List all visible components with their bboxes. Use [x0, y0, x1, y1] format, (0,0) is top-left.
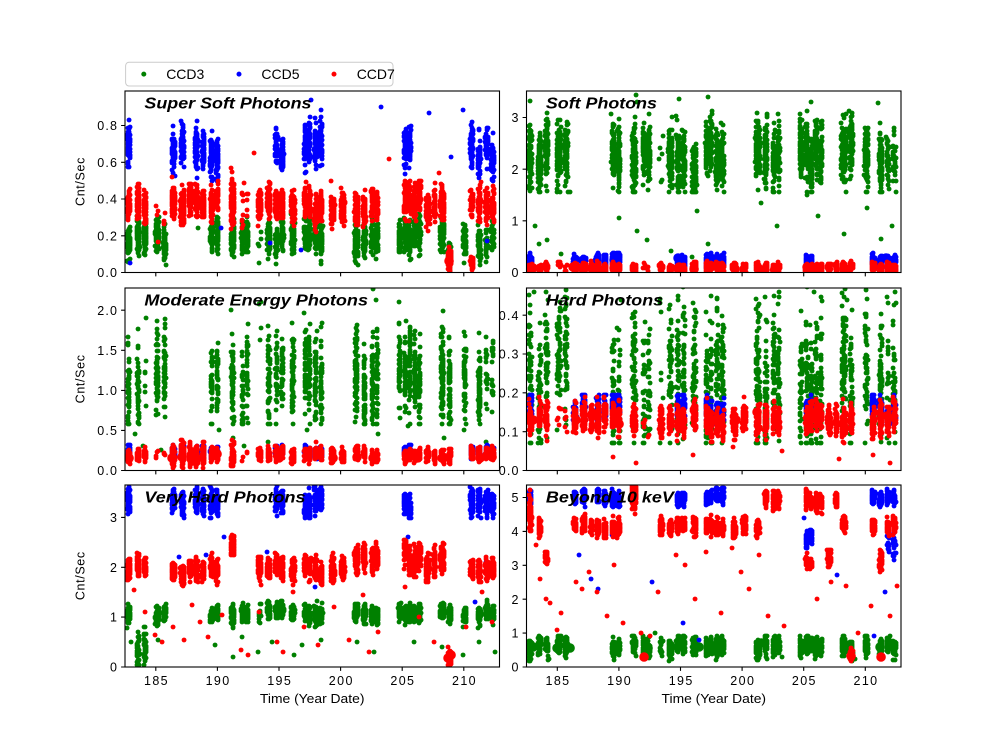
svg-text:Cnt/Sec: Cnt/Sec [74, 158, 88, 206]
svg-text:Time (Year Date): Time (Year Date) [662, 692, 767, 706]
svg-text:3: 3 [512, 559, 519, 573]
svg-text:205: 205 [792, 674, 816, 688]
svg-text:2: 2 [512, 163, 519, 177]
svg-text:4: 4 [512, 525, 519, 539]
svg-text:3: 3 [110, 511, 117, 525]
svg-text:Cnt/Sec: Cnt/Sec [74, 355, 88, 403]
svg-text:0: 0 [512, 661, 519, 675]
svg-text:185: 185 [144, 674, 168, 688]
svg-text:Time (Year Date): Time (Year Date) [260, 692, 365, 706]
svg-text:0.2: 0.2 [499, 386, 519, 400]
svg-text:210: 210 [854, 674, 878, 688]
svg-text:CCD3: CCD3 [166, 66, 204, 82]
svg-text:1.0: 1.0 [97, 384, 117, 398]
svg-text:3: 3 [512, 111, 519, 125]
svg-text:195: 195 [267, 674, 291, 688]
svg-text:200: 200 [730, 674, 754, 688]
svg-text:190: 190 [206, 674, 230, 688]
svg-text:0.4: 0.4 [97, 193, 117, 207]
svg-text:195: 195 [669, 674, 693, 688]
svg-text:1.5: 1.5 [97, 344, 117, 358]
svg-text:0.3: 0.3 [499, 348, 519, 362]
svg-text:0.5: 0.5 [97, 424, 117, 438]
svg-text:0: 0 [110, 661, 117, 675]
svg-text:205: 205 [390, 674, 414, 688]
svg-text:185: 185 [546, 674, 570, 688]
svg-text:Super Soft Photons: Super Soft Photons [144, 95, 311, 112]
svg-text:210: 210 [452, 674, 476, 688]
svg-text:0.8: 0.8 [97, 119, 117, 133]
svg-text:CCD7: CCD7 [357, 66, 395, 82]
svg-text:0.0: 0.0 [499, 464, 519, 478]
svg-text:0.4: 0.4 [499, 309, 519, 323]
svg-text:Cnt/Sec: Cnt/Sec [74, 552, 88, 600]
svg-text:CCD5: CCD5 [261, 66, 299, 82]
svg-text:Moderate Energy Photons: Moderate Energy Photons [144, 292, 368, 309]
svg-text:Beyond 10 keV: Beyond 10 keV [546, 489, 676, 506]
svg-text:200: 200 [329, 674, 353, 688]
svg-text:0.2: 0.2 [97, 229, 117, 243]
svg-text:190: 190 [607, 674, 631, 688]
svg-text:0.1: 0.1 [499, 425, 519, 439]
svg-text:5: 5 [512, 491, 519, 505]
svg-text:1: 1 [512, 627, 519, 641]
svg-text:2: 2 [512, 593, 519, 607]
svg-text:Hard Photons: Hard Photons [546, 292, 663, 309]
svg-text:1: 1 [512, 214, 519, 228]
svg-text:0.0: 0.0 [97, 464, 117, 478]
svg-text:2.0: 2.0 [97, 304, 117, 318]
svg-text:1: 1 [110, 611, 117, 625]
svg-text:Very Hard Photons: Very Hard Photons [144, 489, 305, 506]
svg-text:Soft Photons: Soft Photons [546, 95, 657, 112]
svg-text:0: 0 [512, 266, 519, 280]
svg-text:0.6: 0.6 [97, 156, 117, 170]
svg-text:2: 2 [110, 561, 117, 575]
svg-text:0.0: 0.0 [97, 266, 117, 280]
